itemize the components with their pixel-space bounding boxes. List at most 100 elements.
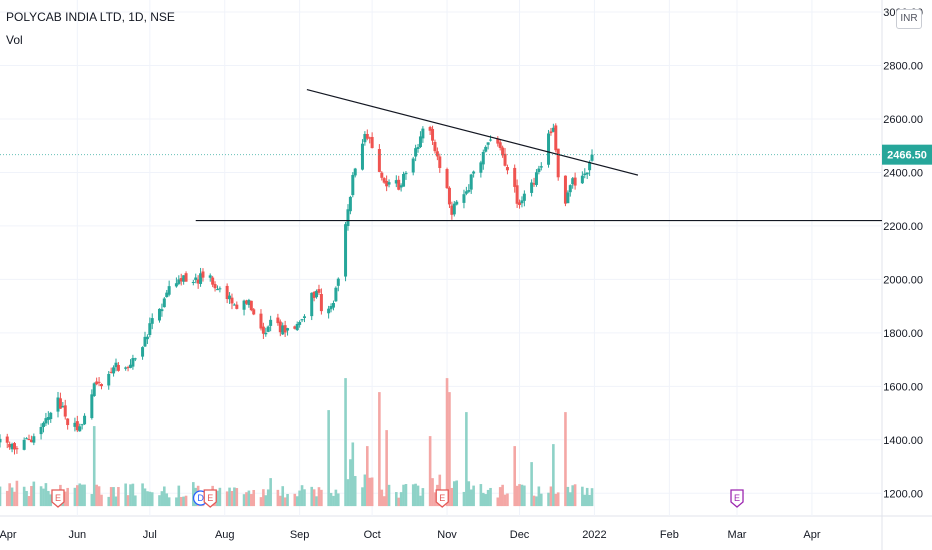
- candle-body: [63, 405, 67, 417]
- candle-body: [568, 185, 572, 193]
- x-tick-label: Nov: [437, 529, 457, 541]
- x-tick-label: Aug: [215, 529, 235, 541]
- volume-bar: [479, 484, 483, 507]
- candle-body: [518, 202, 522, 205]
- volume-bar: [501, 484, 504, 507]
- candle-body: [97, 381, 101, 383]
- candle-body: [196, 279, 200, 284]
- volume-bar: [114, 496, 118, 507]
- candle-body: [489, 139, 493, 141]
- volume-bar: [165, 493, 169, 507]
- candle-body: [397, 179, 401, 190]
- candle-body: [269, 319, 273, 326]
- candle-body: [278, 321, 282, 333]
- volume-bar: [329, 492, 333, 507]
- y-tick-label: 2200.00: [883, 221, 923, 233]
- candle-body: [230, 297, 234, 304]
- candle-body: [244, 300, 248, 304]
- volume-bar: [230, 491, 234, 507]
- volume-bar: [523, 485, 526, 507]
- volume-bar: [177, 485, 181, 507]
- volume-bar: [27, 496, 31, 507]
- candle-body: [199, 273, 203, 284]
- candle-body: [225, 285, 229, 300]
- volume-bar: [30, 486, 33, 507]
- volume-bar: [564, 412, 567, 507]
- volume-bar: [566, 486, 570, 507]
- volume-bar: [568, 492, 572, 507]
- candle-body: [421, 128, 425, 139]
- candle-body: [360, 143, 364, 170]
- candle-body: [12, 443, 16, 450]
- x-tick-label: Feb: [660, 529, 679, 541]
- volume-bar: [131, 483, 135, 507]
- candle-body: [116, 364, 120, 371]
- candle-body: [141, 347, 145, 357]
- volume-bar: [293, 493, 297, 507]
- volume-bar: [332, 495, 335, 507]
- volume-bar: [0, 486, 2, 507]
- candle-body: [585, 172, 589, 175]
- volume-bar: [228, 487, 231, 507]
- candle-body: [346, 209, 350, 227]
- volume-bar: [109, 487, 113, 507]
- volume-bar: [92, 426, 96, 507]
- earnings-marker: [203, 489, 217, 508]
- candle-body: [92, 383, 96, 396]
- candle-body: [467, 189, 471, 192]
- candle-body: [462, 194, 466, 203]
- volume-bar: [346, 479, 350, 507]
- x-tick-label: 2022: [582, 529, 606, 541]
- candle-body: [252, 309, 256, 315]
- last-price-badge: [882, 144, 932, 165]
- candle-body: [327, 308, 331, 314]
- volume-bar: [315, 496, 318, 507]
- volume-bar: [539, 493, 543, 507]
- volume-bar: [317, 487, 321, 507]
- candle-body: [534, 172, 538, 185]
- volume-bar: [537, 486, 541, 507]
- volume-bars-group: [0, 378, 594, 507]
- candle-body: [438, 156, 442, 168]
- volume-bar: [431, 478, 434, 507]
- volume-bar: [80, 484, 84, 507]
- candle-body: [411, 158, 415, 173]
- candle-body: [160, 309, 164, 312]
- candle-body: [317, 289, 321, 293]
- volume-bar: [419, 495, 422, 507]
- candle-body: [302, 316, 306, 319]
- candle-body: [46, 417, 50, 420]
- currency-button[interactable]: INR: [896, 9, 922, 29]
- y-tick-label: 2000.00: [883, 274, 923, 286]
- volume-bar: [146, 491, 149, 507]
- volume-bar: [506, 493, 509, 507]
- candle-body: [75, 421, 79, 431]
- volume-bar: [428, 436, 432, 507]
- volume-bar: [380, 489, 384, 507]
- volume-bar: [334, 489, 338, 507]
- volume-bar: [300, 485, 304, 507]
- candle-body: [56, 397, 60, 412]
- volume-bar: [112, 487, 115, 507]
- volume-bar: [554, 493, 558, 507]
- candle-body: [539, 166, 543, 168]
- marker-label: D: [197, 493, 204, 503]
- candle-body: [184, 273, 188, 282]
- candle-body: [112, 367, 116, 374]
- volume-bar: [503, 494, 507, 507]
- candle-body: [566, 192, 570, 204]
- volume-bar: [496, 497, 500, 507]
- candle-body: [58, 398, 62, 409]
- candle-body: [472, 171, 476, 174]
- volume-bar: [349, 459, 352, 507]
- volume-bar: [245, 492, 248, 507]
- candle-body: [344, 224, 348, 277]
- volume-bar: [126, 495, 130, 507]
- candle-body: [513, 167, 517, 187]
- earnings-marker: [730, 489, 744, 508]
- x-tick-label: Apr: [0, 529, 17, 541]
- marker-label: E: [439, 493, 445, 503]
- volume-bar: [590, 488, 594, 507]
- candle-body: [150, 318, 154, 324]
